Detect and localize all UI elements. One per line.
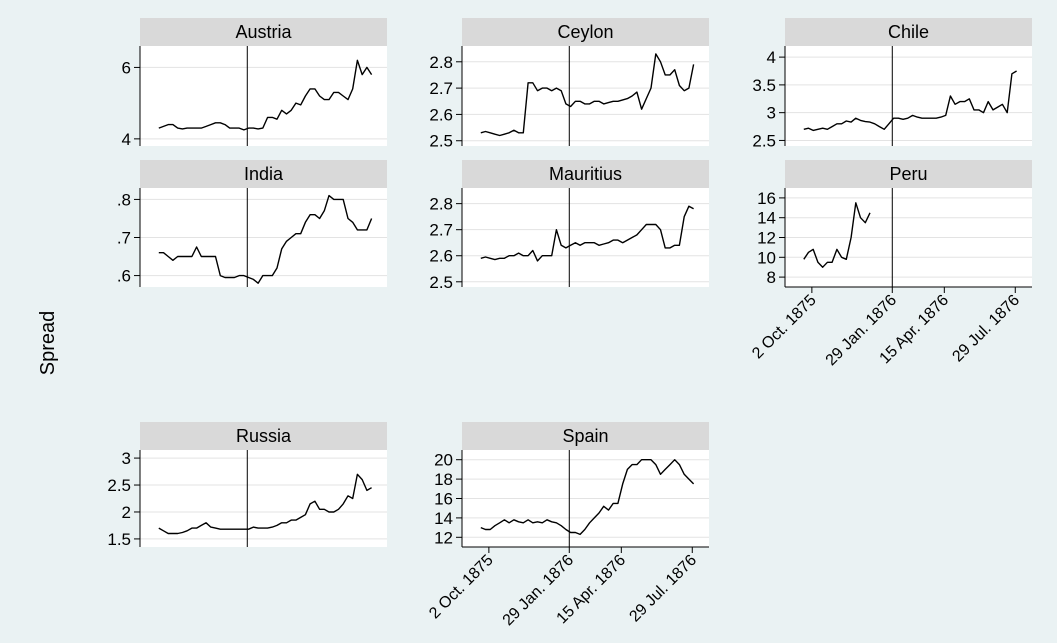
panel-chile: Chile 2.5 3 3.5 4 [752,18,1032,150]
y-tick-label: .8 [117,190,131,209]
panel-russia: Russia 1.5 2 2.5 3 [107,422,387,549]
y-axis-label: Spread [37,311,59,376]
y-tick-label: 1.5 [107,530,131,549]
y-tick-label: 2.6 [429,105,453,124]
y-tick-label: 6 [122,58,131,77]
y-tick-label: 2.5 [429,273,453,292]
panel-austria: Austria 4 6 [122,18,387,149]
panel-mauritius: Mauritius 2.5 2.6 2.7 2.8 [429,160,709,292]
y-tick-label: 4 [122,130,131,149]
y-tick-label: 3 [122,449,131,468]
panel-title: Chile [888,22,929,42]
y-tick-label: 14 [757,209,776,228]
plot-area [462,188,709,287]
y-tick-label: 4 [767,48,776,67]
y-tick-label: 8 [767,268,776,287]
plot-area [462,46,709,146]
y-tick-label: 14 [434,509,453,528]
y-tick-label: 2.5 [429,132,453,151]
y-tick-label: 2.7 [429,79,453,98]
y-tick-label: 3.5 [752,76,776,95]
panel-title: Peru [889,164,927,184]
y-tick-label: 12 [757,229,776,248]
y-tick-label: 2.5 [752,131,776,150]
panel-title: Mauritius [549,164,622,184]
y-tick-label: 12 [434,528,453,547]
y-tick-label: .6 [117,267,131,286]
y-tick-label: 2.8 [429,195,453,214]
y-tick-label: 16 [434,490,453,509]
y-tick-label: 2.8 [429,53,453,72]
y-tick-label: 16 [757,189,776,208]
y-tick-label: 2 [122,503,131,522]
y-tick-label: .7 [117,229,131,248]
y-tick-label: 2.5 [107,476,131,495]
panel-india: India .6 .7 .8 [117,160,387,287]
panel-title: Austria [235,22,292,42]
panel-title: India [244,164,284,184]
panel-title: Spain [562,426,608,446]
y-tick-label: 2.7 [429,221,453,240]
y-tick-label: 20 [434,451,453,470]
y-tick-label: 10 [757,248,776,267]
panel-ceylon: Ceylon 2.5 2.6 2.7 2.8 [429,18,709,151]
panel-title: Russia [236,426,292,446]
plot-area [785,46,1032,146]
y-tick-label: 18 [434,470,453,489]
plot-area [140,450,387,547]
panel-title: Ceylon [557,22,613,42]
y-tick-label: 2.6 [429,247,453,266]
y-tick-label: 3 [767,104,776,123]
